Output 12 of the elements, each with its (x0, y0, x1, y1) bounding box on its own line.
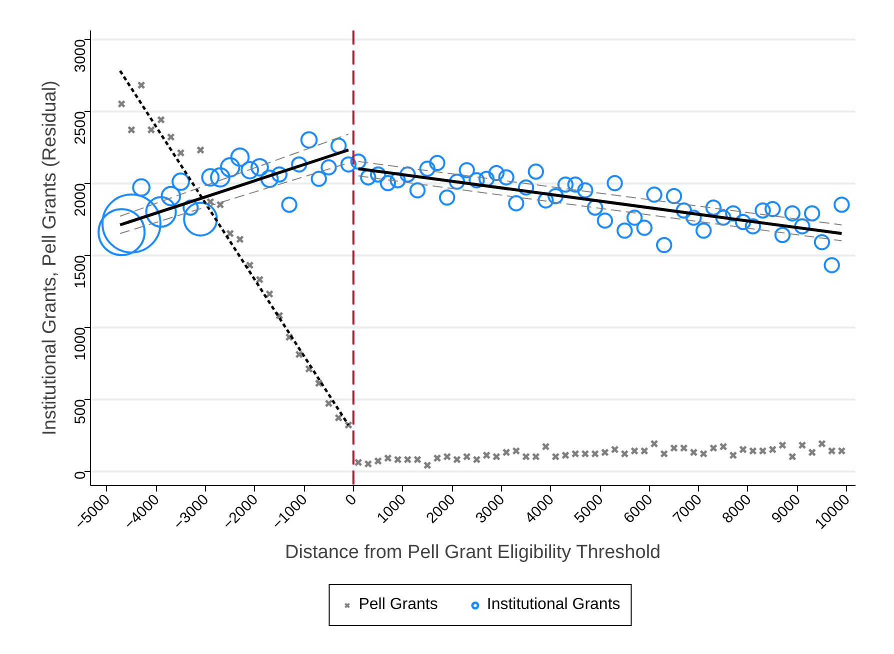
y-tick-label: 1500 (72, 255, 89, 288)
legend-label: Pell Grants (358, 596, 438, 614)
x-tick-label: 0 (342, 491, 360, 510)
y-tick-label: 0 (72, 471, 89, 480)
y-tick-label: 3000 (72, 39, 89, 73)
x-axis-title: Distance from Pell Grant Eligibility Threshold (285, 542, 661, 564)
y-tick-label: 2000 (72, 183, 89, 216)
y-tick-label: 2500 (72, 111, 89, 144)
y-tick-label: 1000 (72, 327, 89, 360)
legend-label: Institutional Grants (486, 596, 620, 614)
y-tick-label: 500 (72, 399, 89, 424)
y-axis-title: Institutional Grants, Pell Grants (Residual) (40, 80, 60, 436)
